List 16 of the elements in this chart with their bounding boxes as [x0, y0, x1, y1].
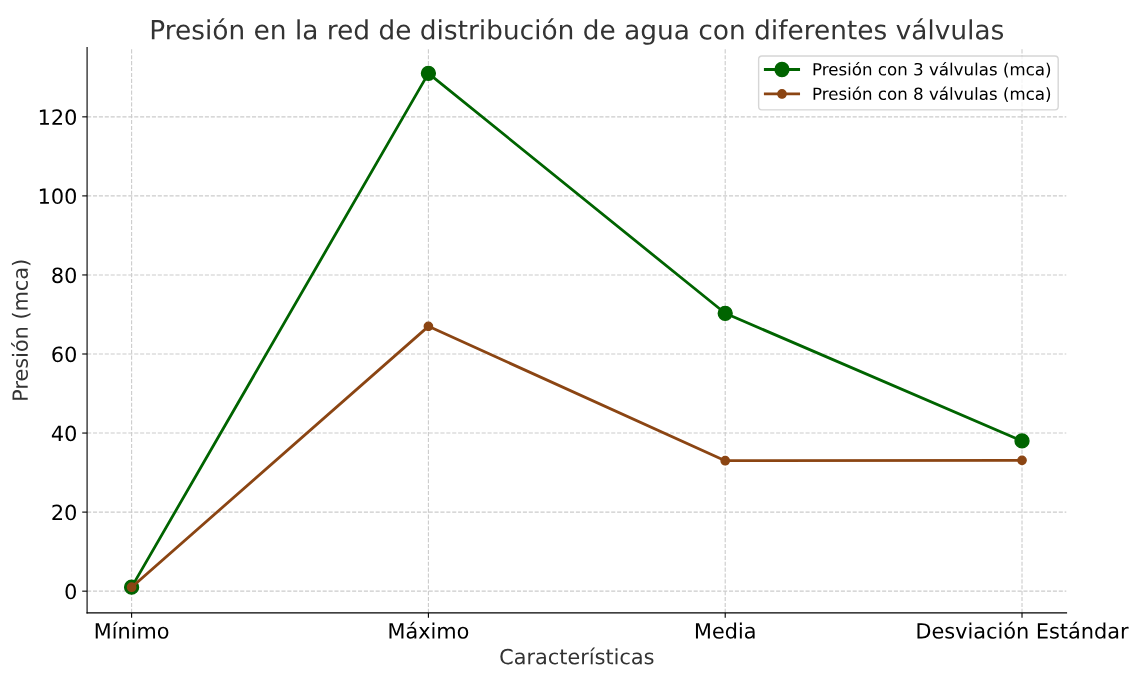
x-tick-label: Máximo — [389, 621, 469, 639]
y-tick-label: 20 — [52, 504, 76, 521]
y-tick-label: 120 — [39, 109, 76, 126]
y-tick-label: 80 — [52, 267, 76, 284]
x-axis-title: Características — [500, 647, 654, 665]
chart-title: Presión en la red de distribución de agua con diferentes válvulas — [151, 18, 1004, 45]
x-tick-label: Mínimo — [95, 621, 169, 639]
y-tick-label: 0 — [65, 583, 76, 600]
y-tick-label: 100 — [39, 188, 76, 205]
x-tick-label: Media — [695, 622, 755, 639]
legend-label: Presión con 8 válvulas (mca) — [813, 86, 1051, 102]
y-tick-label: 40 — [51, 425, 76, 442]
x-tick-label: Desviación Estándar — [917, 621, 1129, 639]
y-tick-label: 60 — [52, 346, 76, 363]
legend-label: Presión con 3 válvulas (mca) — [813, 62, 1051, 78]
y-axis-title: Presión (mca) — [11, 260, 31, 400]
